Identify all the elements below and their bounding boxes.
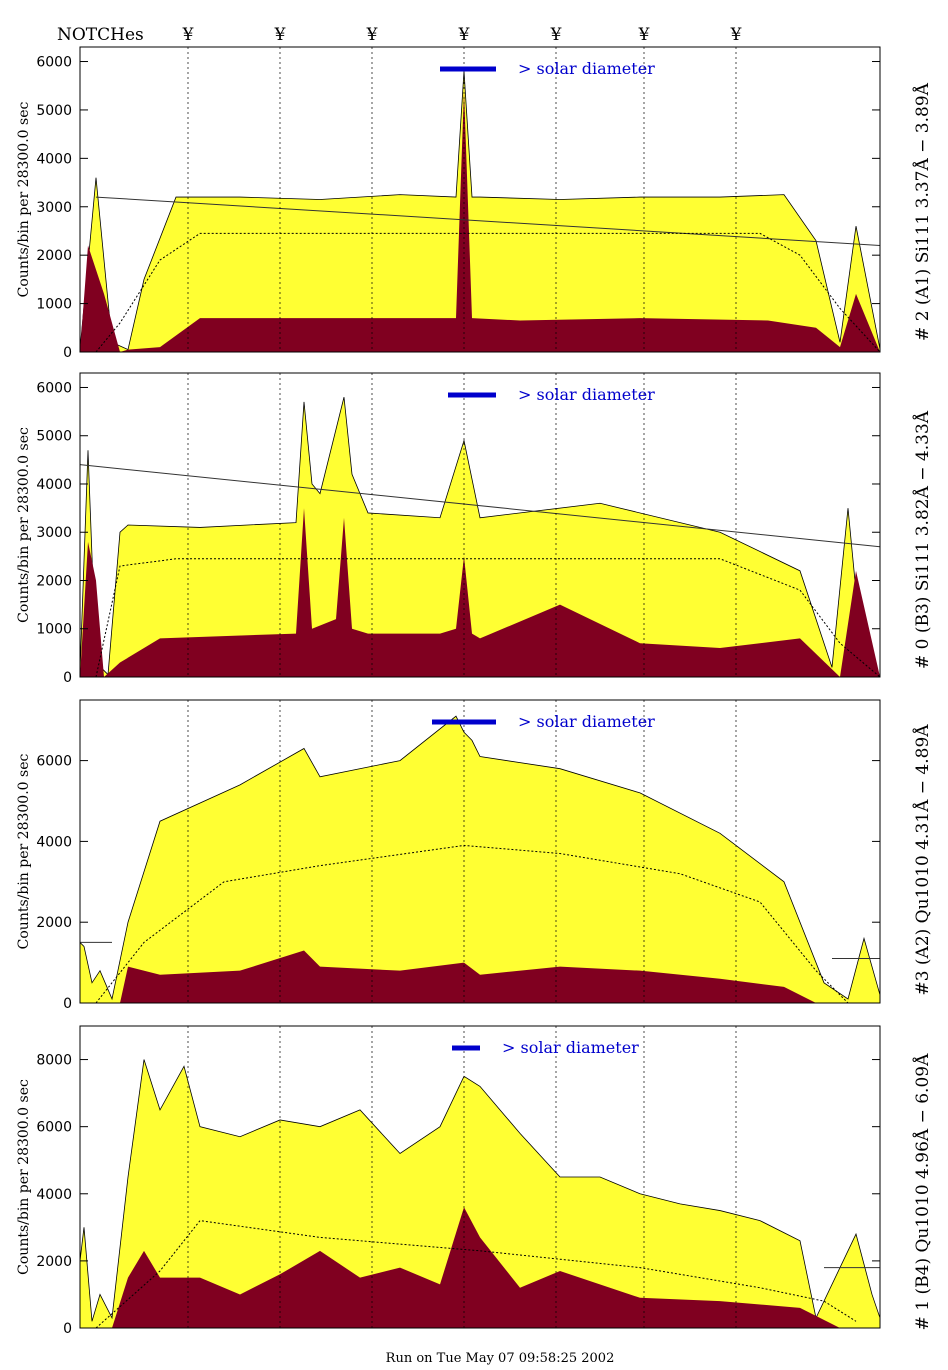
background-line bbox=[95, 196, 880, 246]
panel-1: 0 1000 2000 3000 4000 5000 6000 Counts/bin per … bbox=[16, 372, 933, 686]
plot-area bbox=[80, 373, 880, 677]
y-axis-label: Counts/bin per 28300.0 sec bbox=[16, 102, 32, 298]
model-curve bbox=[95, 1220, 857, 1328]
dark-counts-area bbox=[80, 90, 880, 352]
panel-0: 0 1000 2000 3000 4000 5000 6000 Counts/bin per … bbox=[16, 46, 933, 361]
dark-counts-area bbox=[80, 950, 880, 1003]
plot-frame bbox=[79, 46, 881, 353]
y-tick-label: 4000 bbox=[36, 1187, 72, 1203]
panel-label: # 1 (B4) Qu1010 4.96Å − 6.09Å bbox=[912, 1053, 933, 1330]
notch-marker: ¥ bbox=[366, 25, 378, 45]
y-tick-label: 0 bbox=[63, 670, 72, 686]
model-curve bbox=[95, 558, 880, 677]
solar-diameter-label: > solar diameter bbox=[518, 712, 655, 731]
y-tick-label: 2000 bbox=[36, 915, 72, 931]
model-curve bbox=[95, 844, 849, 1003]
y-tick-label: 0 bbox=[63, 345, 72, 361]
model-curve bbox=[95, 232, 880, 352]
notch-markers: ¥ ¥ ¥ ¥ ¥ ¥ ¥ bbox=[182, 25, 742, 45]
total-counts-area bbox=[80, 397, 880, 677]
panel-label: #3 (A2) Qu1010 4.31Å − 4.89Å bbox=[912, 724, 933, 996]
y-tick-label: 3000 bbox=[36, 525, 72, 541]
notch-marker: ¥ bbox=[458, 25, 470, 45]
total-counts-area bbox=[80, 71, 880, 352]
notch-marker: ¥ bbox=[182, 25, 194, 45]
y-tick-label: 5000 bbox=[36, 103, 72, 119]
panel-label: # 2 (A1) Si111 3.37Å − 3.89Å bbox=[912, 82, 933, 341]
y-tick-label: 2000 bbox=[36, 573, 72, 589]
footer-run-date: Run on Tue May 07 09:58:25 2002 bbox=[386, 1351, 615, 1366]
notch-marker: ¥ bbox=[274, 25, 286, 45]
plot-area bbox=[80, 1026, 880, 1328]
solar-diameter-label: > solar diameter bbox=[502, 1038, 639, 1057]
y-tick-label: 1000 bbox=[36, 297, 72, 313]
y-tick-label: 2000 bbox=[36, 1254, 72, 1270]
plot-frame bbox=[79, 372, 881, 678]
y-axis-label: Counts/bin per 28300.0 sec bbox=[16, 427, 32, 623]
notches-label: NOTCHes bbox=[57, 25, 144, 45]
plot-area bbox=[80, 47, 880, 352]
y-tick-label: 4000 bbox=[36, 151, 72, 167]
y-tick-label: 6000 bbox=[36, 380, 72, 396]
panel-label: # 0 (B3) Si111 3.82Å − 4.33Å bbox=[912, 410, 933, 669]
notch-marker: ¥ bbox=[550, 25, 562, 45]
y-axis-label: Counts/bin per 28300.0 sec bbox=[16, 1079, 32, 1275]
y-tick-label: 0 bbox=[63, 1321, 72, 1337]
plot-frame bbox=[79, 1025, 881, 1329]
total-counts-area bbox=[80, 715, 880, 1003]
background-line bbox=[80, 464, 880, 548]
notch-marker: ¥ bbox=[730, 25, 742, 45]
y-tick-label: 4000 bbox=[36, 834, 72, 850]
plot-area bbox=[80, 700, 880, 1003]
solar-diameter-label: > solar diameter bbox=[518, 59, 655, 78]
y-axis-label: Counts/bin per 28300.0 sec bbox=[16, 754, 32, 950]
y-tick-label: 5000 bbox=[36, 429, 72, 445]
y-tick-label: 6000 bbox=[36, 55, 72, 71]
y-tick-label: 2000 bbox=[36, 248, 72, 264]
notch-marker: ¥ bbox=[638, 25, 650, 45]
y-tick-label: 6000 bbox=[36, 754, 72, 770]
y-tick-label: 6000 bbox=[36, 1120, 72, 1136]
solar-diameter-label: > solar diameter bbox=[518, 385, 655, 404]
y-tick-label: 3000 bbox=[36, 200, 72, 216]
y-tick-label: 4000 bbox=[36, 477, 72, 493]
y-tick-label: 8000 bbox=[36, 1053, 72, 1069]
y-tick-label: 1000 bbox=[36, 622, 72, 638]
y-tick-label: 0 bbox=[63, 996, 72, 1012]
plot-frame bbox=[79, 699, 881, 1004]
